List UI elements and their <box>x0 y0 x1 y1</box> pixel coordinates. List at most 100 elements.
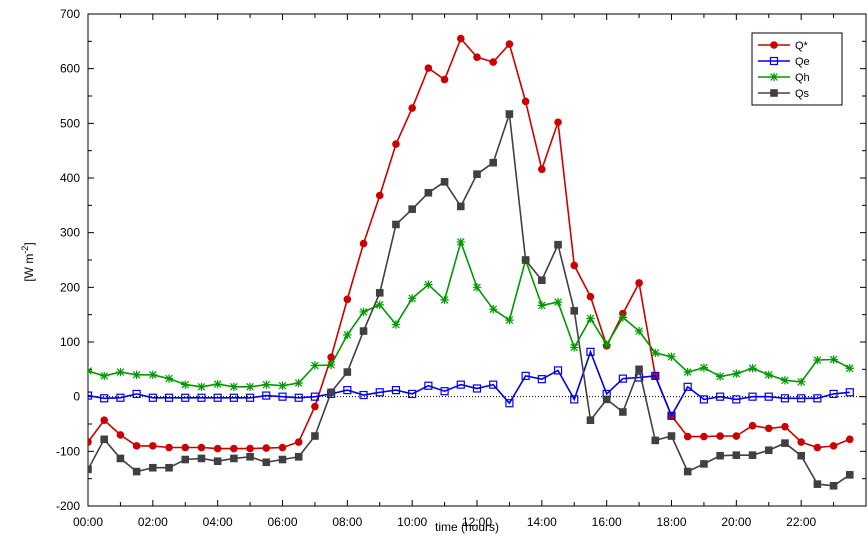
data-point-q-star <box>165 443 173 452</box>
data-point-q-star <box>829 442 838 450</box>
data-point-qs <box>343 368 352 376</box>
data-point-q-star <box>424 64 433 72</box>
data-point-qe <box>521 371 530 380</box>
data-point-qe <box>391 386 401 395</box>
data-point-qh <box>683 367 692 377</box>
data-point-q-star <box>732 432 741 440</box>
data-point-q-star <box>132 442 141 450</box>
data-point-qh <box>796 377 806 387</box>
x-tick-label: 16:00 <box>592 515 622 529</box>
data-point-qe <box>116 393 125 402</box>
data-point-qh <box>829 355 838 364</box>
data-point-qe <box>343 386 352 395</box>
data-point-qe <box>683 382 692 391</box>
x-tick-label: 18:00 <box>656 515 686 529</box>
data-point-qh <box>472 283 482 292</box>
data-point-qs <box>230 454 238 463</box>
data-point-qe <box>278 392 287 401</box>
data-point-qe <box>748 392 757 401</box>
x-tick-label: 22:00 <box>786 515 816 529</box>
data-point-qe <box>537 375 546 384</box>
data-point-qs <box>781 439 789 447</box>
data-point-qs <box>521 256 530 264</box>
data-point-qh <box>489 305 498 314</box>
data-point-qe <box>764 392 773 401</box>
x-tick-label: 00:00 <box>73 515 103 529</box>
data-point-qh <box>278 381 287 390</box>
data-point-q-star <box>230 444 238 453</box>
data-point-q-star <box>100 416 109 424</box>
data-point-qe <box>294 393 303 402</box>
data-point-qe <box>424 381 433 390</box>
y-tick-label: 300 <box>60 226 80 240</box>
data-point-qs <box>700 460 708 468</box>
y-tick-label: -200 <box>56 499 80 513</box>
data-point-qh <box>88 366 93 376</box>
data-point-qe <box>181 393 190 402</box>
data-point-qs <box>88 465 92 474</box>
data-point-q-star <box>246 444 254 453</box>
data-point-qh <box>213 379 222 389</box>
svg-text:[W m-2]: [W m-2] <box>20 242 36 281</box>
x-tick-label: 14:00 <box>527 515 557 529</box>
data-point-qs <box>538 276 546 285</box>
data-point-q-star <box>456 34 465 43</box>
data-point-qs <box>554 240 562 249</box>
data-point-qe <box>570 395 579 404</box>
data-point-qs <box>473 170 481 178</box>
data-point-qs <box>213 457 222 465</box>
data-point-qs <box>132 467 141 476</box>
data-point-qs <box>327 388 335 397</box>
data-point-qs <box>165 463 173 472</box>
data-point-qe <box>618 374 627 383</box>
data-point-qe <box>148 393 157 402</box>
y-axis-ticks: -200 -100 0 100 200 300 400 500 600 700 <box>56 7 866 513</box>
data-point-qe <box>375 388 384 397</box>
legend-label: Q* <box>795 40 809 52</box>
data-point-qh <box>845 364 854 373</box>
data-point-qe <box>716 392 725 401</box>
data-point-qh <box>570 343 579 352</box>
data-point-qs <box>181 455 190 464</box>
data-point-qe <box>359 390 368 400</box>
y-tick-label: 0 <box>73 390 80 404</box>
x-tick-label: 20:00 <box>721 515 751 529</box>
data-point-q-star <box>359 239 368 248</box>
data-point-q-star <box>375 191 384 200</box>
data-point-q-star <box>538 165 546 174</box>
data-point-qe <box>213 393 222 402</box>
data-point-qs <box>456 202 465 211</box>
data-point-qs <box>375 289 384 297</box>
data-point-qs <box>408 205 416 213</box>
data-point-qh <box>748 364 757 373</box>
data-point-q-star <box>213 444 222 453</box>
data-point-q-star <box>781 422 789 431</box>
data-point-q-star <box>521 97 530 106</box>
legend-item-q-star: Q* <box>758 40 809 52</box>
data-point-qh <box>407 294 417 303</box>
data-point-qe <box>553 366 563 375</box>
legend-label: Qe <box>795 56 810 68</box>
data-point-q-star <box>845 435 854 444</box>
data-point-qh <box>634 326 644 336</box>
y-tick-label: 200 <box>60 280 80 294</box>
data-point-qe <box>780 394 790 403</box>
series-line-qe <box>88 349 850 418</box>
legend-item-qe: Qe <box>758 56 810 68</box>
data-point-qs <box>619 408 627 416</box>
data-point-qe <box>132 389 141 399</box>
legend-label: Qh <box>795 72 810 84</box>
data-point-qs <box>262 458 271 467</box>
data-point-qh <box>262 380 271 389</box>
data-point-qs <box>116 454 125 463</box>
data-point-qe <box>164 393 174 402</box>
data-point-qs <box>667 432 676 440</box>
data-point-q-star <box>635 279 643 287</box>
data-point-qs <box>100 435 109 444</box>
data-point-q-star <box>197 443 206 452</box>
data-point-q-star <box>813 443 822 452</box>
data-point-q-star <box>311 402 319 411</box>
data-point-qs <box>197 454 206 463</box>
data-point-q-star <box>181 443 190 452</box>
series-layer <box>88 34 854 490</box>
